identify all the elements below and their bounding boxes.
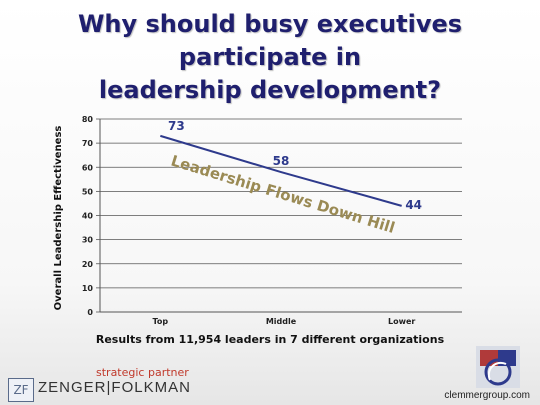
data-label: 58 xyxy=(273,154,290,168)
gridlines xyxy=(100,118,462,289)
x-tick-label: Middle xyxy=(266,317,297,326)
title-line-1: Why should busy executives participate i… xyxy=(77,10,463,71)
y-tick-label: 80 xyxy=(82,115,94,124)
x-tick-label: Top xyxy=(153,317,169,326)
x-tick-label: Lower xyxy=(388,317,415,326)
y-tick-label: 0 xyxy=(87,308,93,317)
clemmer-logo-icon xyxy=(476,346,520,388)
series: 73 58 44 xyxy=(160,119,422,212)
partner-label: strategic partner xyxy=(96,366,189,379)
zenger-folkman-logo: ZENGER|FOLKMAN xyxy=(38,379,191,396)
y-tick-label: 20 xyxy=(82,260,94,269)
y-tick-label: 30 xyxy=(82,236,94,245)
series-line xyxy=(160,134,402,207)
zf-logo-mark: ZF xyxy=(8,378,34,402)
title-line-2: leadership development? xyxy=(98,76,442,104)
y-tick-label: 10 xyxy=(82,284,94,293)
chart-caption: Results from 11,954 leaders in 7 differe… xyxy=(95,333,445,346)
slide-title: Why should busy executives participate i… xyxy=(0,8,540,107)
y-tick-label: 40 xyxy=(82,212,94,221)
y-tick-label: 50 xyxy=(82,187,94,196)
tick-labels: 0 10 20 30 40 50 60 70 80 Top Middle Lower xyxy=(82,115,416,326)
y-tick-label: 60 xyxy=(82,163,94,172)
site-url: clemmergroup.com xyxy=(444,390,530,401)
data-label: 44 xyxy=(405,198,422,212)
y-axis-label: Overall Leadership Effectiveness xyxy=(53,126,64,311)
data-label: 73 xyxy=(168,119,185,133)
y-tick-label: 70 xyxy=(82,139,94,148)
axes xyxy=(96,118,462,313)
